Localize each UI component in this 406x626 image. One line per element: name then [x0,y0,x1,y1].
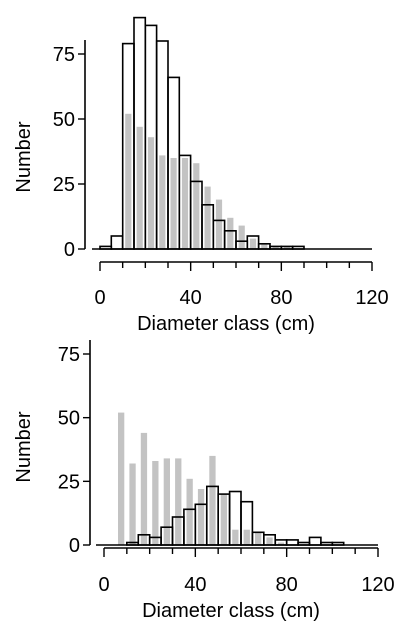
gray-bars [125,113,291,249]
bar-outline-7.5 [110,235,124,250]
bar-gray-27.5 [159,155,166,249]
panel-bottom: 0 25 50 75 0 40 80 120 Diameter class (cm) Numb… [13,340,395,622]
bar-gray-67.5 [249,238,257,249]
y-tick-label-0: 0 [69,535,80,557]
panel-top: 0 25 50 75 0 40 80 120 Diameter class (cm) Numb… [13,16,389,335]
bar-gray-32.5 [170,158,177,249]
bar-gray-72.5 [261,243,268,249]
ticks: 0 25 50 75 0 40 80 120 [58,344,395,596]
x-tick-label-80: 80 [270,287,292,309]
bar-gray-37.5 [186,478,193,545]
bar-gray-17.5 [140,432,148,545]
y-tick-label-50: 50 [58,408,80,430]
bar-gray-47.5 [204,186,211,249]
bar-gray-22.5 [152,461,159,545]
bar-gray-17.5 [136,126,143,249]
bar-gray-37.5 [181,158,189,249]
x-tick-label-120: 120 [355,287,388,309]
y-tick-label-50: 50 [53,109,75,131]
bar-outline-92.5 [308,536,322,546]
y-tick-label-0: 0 [64,239,75,261]
x-tick-label-40: 40 [180,287,202,309]
bar-gray-27.5 [163,458,170,545]
bar-gray-12.5 [129,463,136,545]
ticks: 0 25 50 75 0 40 80 120 [53,44,389,309]
bar-gray-62.5 [243,529,250,545]
x-axis-title: Diameter class (cm) [137,313,315,335]
outlined-bars [96,485,378,546]
bar-gray-62.5 [238,225,245,249]
bar-gray-57.5 [232,529,239,545]
bar-gray-52.5 [220,494,227,545]
x-tick-label-0: 0 [98,574,109,596]
bar-gray-42.5 [193,163,200,249]
bar-gray-7.5 [118,412,125,545]
bar-gray-57.5 [227,217,234,249]
bar-gray-82.5 [283,246,291,249]
bar-gray-32.5 [175,458,182,545]
bar-gray-77.5 [277,542,285,545]
x-tick-label-120: 120 [361,574,394,596]
gray-bars [118,412,285,545]
y-axis-title: Number [13,121,35,192]
bar-gray-47.5 [209,455,216,545]
y-tick-label-25: 25 [58,471,80,493]
bar-gray-12.5 [125,113,132,249]
x-axis-title: Diameter class (cm) [142,600,320,622]
bar-gray-72.5 [266,537,273,545]
bar-gray-67.5 [255,532,262,545]
x-tick-label-80: 80 [276,574,298,596]
x-tick-label-40: 40 [184,574,206,596]
outlined-bars [92,16,372,250]
y-tick-label-75: 75 [53,44,75,66]
x-tick-label-0: 0 [94,287,105,309]
bar-gray-42.5 [197,489,205,545]
bar-gray-52.5 [215,199,223,249]
y-tick-label-75: 75 [58,344,80,366]
bar-gray-22.5 [147,137,155,249]
y-tick-label-25: 25 [53,174,75,196]
bar-gray-77.5 [272,246,279,249]
y-axis-title: Number [13,411,35,482]
